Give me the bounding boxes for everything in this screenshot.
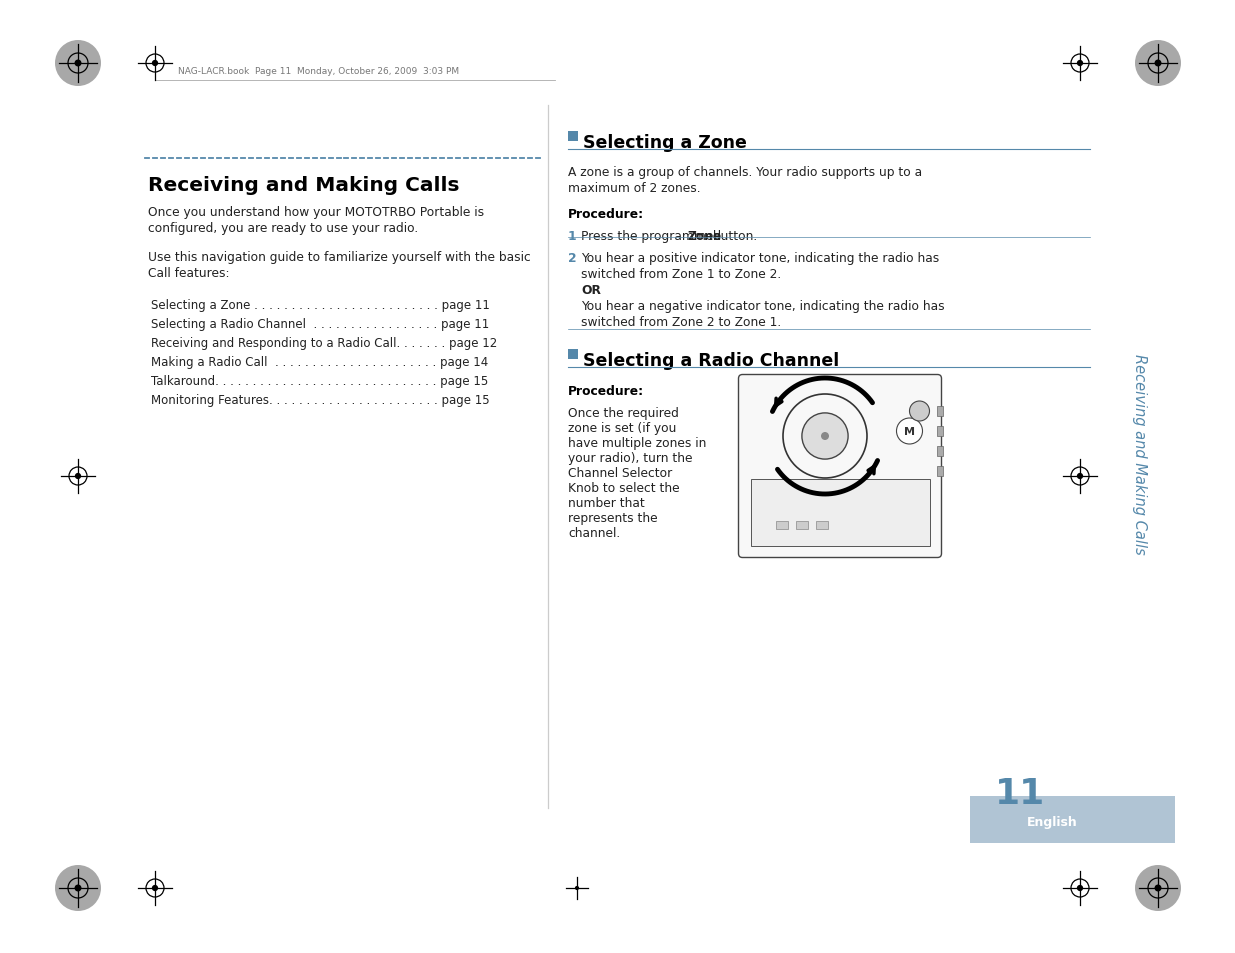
Text: configured, you are ready to use your radio.: configured, you are ready to use your ra… (148, 222, 419, 234)
Text: number that: number that (568, 497, 645, 510)
Text: Knob to select the: Knob to select the (568, 481, 679, 495)
Text: 11: 11 (995, 776, 1045, 810)
Text: Receiving and Making Calls: Receiving and Making Calls (1132, 354, 1147, 554)
Text: NAG-LACR.book  Page 11  Monday, October 26, 2009  3:03 PM: NAG-LACR.book Page 11 Monday, October 26… (178, 68, 459, 76)
Circle shape (897, 418, 923, 444)
Bar (815, 521, 827, 529)
Circle shape (152, 61, 158, 67)
Text: Monitoring Features. . . . . . . . . . . . . . . . . . . . . . . page 15: Monitoring Features. . . . . . . . . . .… (151, 394, 489, 407)
Text: Talkaround. . . . . . . . . . . . . . . . . . . . . . . . . . . . . . page 15: Talkaround. . . . . . . . . . . . . . . … (151, 375, 488, 388)
Circle shape (1077, 885, 1083, 891)
Text: Once the required: Once the required (568, 407, 679, 419)
Text: Zone: Zone (687, 230, 721, 243)
Text: represents the: represents the (568, 512, 657, 524)
Text: English: English (1028, 816, 1078, 828)
Text: your radio), turn the: your radio), turn the (568, 452, 693, 464)
Circle shape (152, 885, 158, 891)
Text: Selecting a Radio Channel  . . . . . . . . . . . . . . . . . page 11: Selecting a Radio Channel . . . . . . . … (151, 317, 489, 331)
Bar (568, 132, 578, 142)
Bar (795, 521, 808, 529)
Text: Receiving and Responding to a Radio Call. . . . . . . page 12: Receiving and Responding to a Radio Call… (151, 336, 498, 350)
Text: Procedure:: Procedure: (568, 385, 645, 397)
Text: You hear a positive indicator tone, indicating the radio has: You hear a positive indicator tone, indi… (580, 252, 940, 265)
Text: Selecting a Radio Channel: Selecting a Radio Channel (583, 352, 840, 370)
Bar (936, 427, 942, 436)
Text: Procedure:: Procedure: (568, 208, 645, 221)
Text: have multiple zones in: have multiple zones in (568, 436, 706, 450)
Circle shape (1155, 884, 1161, 892)
Text: M: M (904, 427, 915, 436)
Circle shape (1135, 41, 1181, 87)
Circle shape (1077, 474, 1083, 479)
Text: Once you understand how your MOTOTRBO Portable is: Once you understand how your MOTOTRBO Po… (148, 206, 484, 219)
Text: Call features:: Call features: (148, 267, 230, 280)
Text: Receiving and Making Calls: Receiving and Making Calls (148, 175, 459, 194)
Circle shape (909, 401, 930, 421)
Bar (936, 407, 942, 416)
Text: switched from Zone 1 to Zone 2.: switched from Zone 1 to Zone 2. (580, 268, 782, 281)
Circle shape (821, 433, 829, 440)
FancyBboxPatch shape (739, 375, 941, 558)
Text: Making a Radio Call  . . . . . . . . . . . . . . . . . . . . . . page 14: Making a Radio Call . . . . . . . . . . … (151, 355, 488, 369)
Circle shape (576, 886, 579, 890)
Bar (936, 447, 942, 456)
Text: maximum of 2 zones.: maximum of 2 zones. (568, 182, 700, 194)
Bar (751, 479, 930, 546)
Circle shape (75, 474, 82, 479)
Bar (776, 521, 788, 529)
Text: OR: OR (580, 284, 601, 296)
Circle shape (802, 414, 848, 459)
Text: Channel Selector: Channel Selector (568, 467, 672, 479)
Text: Selecting a Zone: Selecting a Zone (583, 133, 747, 152)
Circle shape (56, 865, 101, 911)
Text: 1: 1 (568, 230, 577, 243)
Text: zone is set (if you: zone is set (if you (568, 421, 677, 435)
Text: You hear a negative indicator tone, indicating the radio has: You hear a negative indicator tone, indi… (580, 299, 945, 313)
Text: Selecting a Zone . . . . . . . . . . . . . . . . . . . . . . . . . page 11: Selecting a Zone . . . . . . . . . . . .… (151, 298, 490, 312)
Bar (568, 350, 578, 359)
Circle shape (1077, 61, 1083, 67)
Circle shape (74, 60, 82, 68)
Circle shape (1155, 60, 1161, 68)
Text: A zone is a group of channels. Your radio supports up to a: A zone is a group of channels. Your radi… (568, 166, 923, 179)
Text: Press the programmed: Press the programmed (580, 230, 725, 243)
Circle shape (56, 41, 101, 87)
Text: 2: 2 (568, 252, 577, 265)
Text: button.: button. (709, 230, 757, 243)
Circle shape (1135, 865, 1181, 911)
Text: channel.: channel. (568, 526, 620, 539)
Text: Use this navigation guide to familiarize yourself with the basic: Use this navigation guide to familiarize… (148, 251, 531, 264)
Bar (969, 796, 1174, 843)
Bar (936, 467, 942, 476)
Circle shape (74, 884, 82, 892)
Text: switched from Zone 2 to Zone 1.: switched from Zone 2 to Zone 1. (580, 315, 782, 329)
Bar (969, 806, 1174, 838)
